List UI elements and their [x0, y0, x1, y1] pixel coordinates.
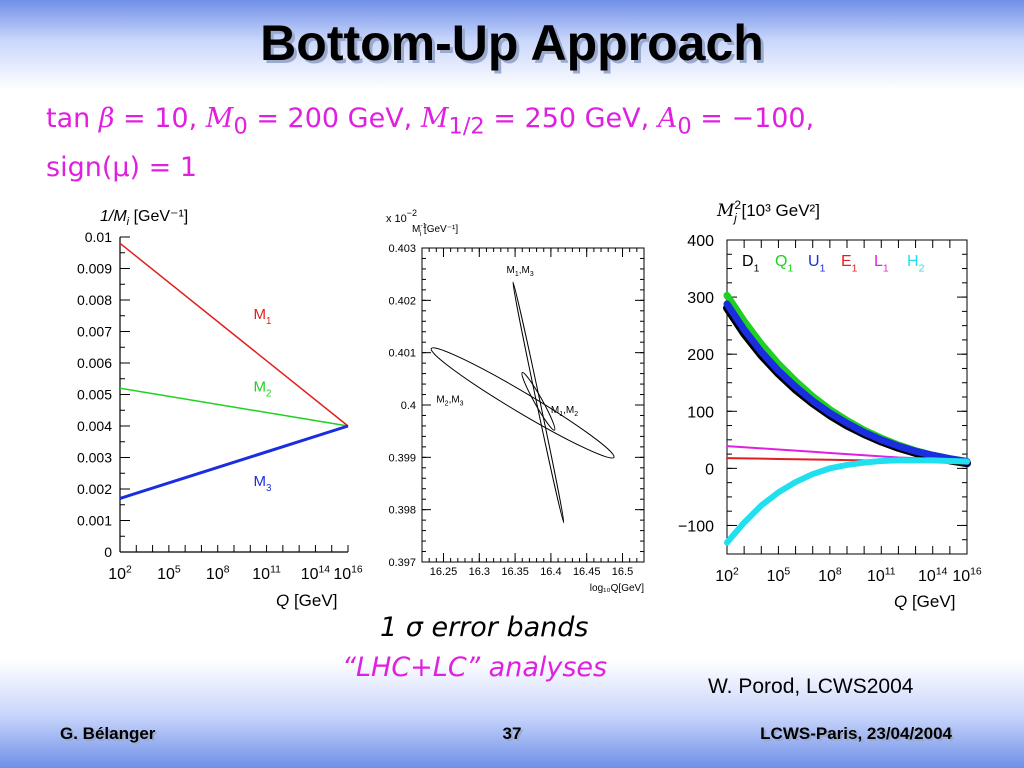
x-tick-label: 105: [767, 567, 791, 585]
footer-page-number: 37: [502, 724, 522, 743]
x-tick-label: 16.25: [430, 566, 458, 578]
legend-entry-U1: U1: [808, 253, 826, 275]
y-tick-label: −100: [678, 518, 714, 535]
footer-author: G. Bélanger: [60, 724, 156, 743]
ellipse-label-M2M3: M2,M3: [436, 394, 463, 407]
y-tick-label: 0.399: [388, 452, 416, 464]
y-tick-label: 0: [104, 544, 112, 560]
x-tick-label: 1016: [952, 567, 982, 585]
y-tick-label: 0.401: [388, 348, 416, 360]
y-tick-label: 0.403: [388, 243, 416, 255]
legend-entry-D1: D1: [742, 253, 760, 275]
y-axis-label: M2 j [10³ GeV²]: [716, 198, 820, 225]
y-tick-label: 100: [687, 404, 714, 421]
series-band-U1: [723, 300, 971, 466]
x-tick-label: 16.4: [540, 566, 561, 578]
x-tick-label: 105: [157, 565, 181, 583]
tanbeta-value: = 10,: [114, 103, 198, 134]
x-axis-label: Q [GeV]: [276, 591, 337, 610]
series-line-M1: [119, 242, 349, 427]
x-axis-label: Q [GeV]: [894, 592, 955, 611]
series-band-D1: [723, 303, 971, 468]
x-axis-label: log₁₀Q[GeV]: [590, 583, 644, 594]
footer-event-date: LCWS-Paris, 23/04/2004: [760, 724, 952, 743]
legend-entry-L1: L1: [874, 253, 889, 275]
x-tick-label: 1011: [867, 567, 896, 585]
series-band-H2: [724, 457, 970, 546]
x-tick-label: 16.5: [612, 566, 633, 578]
x-tick-label: 1016: [333, 565, 363, 583]
legend-entry-Q1: Q1: [775, 253, 793, 275]
y-tick-label: 0.001: [77, 513, 112, 529]
y-tick-label: 0.008: [77, 292, 112, 308]
y-tick-label: 0.002: [77, 481, 112, 497]
mhalf-symbol: M: [420, 103, 449, 134]
ellipse-label-M1M2: M1,M2: [551, 405, 578, 418]
x-tick-label: 1011: [252, 565, 281, 583]
y-tick-label: 0.003: [77, 450, 112, 466]
error-ellipse-chart: 0.403 0.402 0.401 0.4 0.399 0.398 0.397 16.25 16…: [386, 208, 645, 594]
y-axis-label: 1/Mi [GeV⁻¹]: [100, 208, 188, 228]
a0-symbol: A: [657, 103, 678, 134]
y-tick-label: 0: [705, 461, 714, 478]
beta-symbol: β: [98, 103, 115, 134]
m0-subscript: 0: [233, 113, 248, 140]
ellipse-M1M3: [512, 281, 565, 524]
y-tick-label: 0.398: [388, 505, 416, 517]
x-tick-label: 16.35: [501, 566, 529, 578]
y-axis-label: M-1 i [GeV⁻¹]: [412, 223, 458, 238]
y-multiplier: x 10−2: [386, 208, 417, 225]
x-tick-label: 102: [715, 567, 739, 585]
series-label-M3: M3: [254, 473, 272, 494]
ellipse-label-M1M3: M1,M3: [507, 265, 534, 278]
a0-subscript: 0: [677, 113, 692, 140]
tan-text: tan: [46, 103, 91, 134]
m0-symbol: M: [205, 103, 234, 134]
y-tick-label: 400: [687, 233, 714, 250]
legend-entry-E1: E1: [841, 253, 858, 275]
x-tick-label: 16.3: [469, 566, 490, 578]
y-tick-label: 0.006: [77, 355, 112, 371]
parameter-text: tan β = 10, M0 = 200 GeV, M1/2 = 250 GeV…: [46, 98, 814, 189]
x-tick-label: 108: [206, 565, 230, 583]
series-line-M3: [119, 424, 349, 500]
x-tick-label: 108: [818, 567, 842, 585]
ellipse-M2M3: [430, 347, 615, 459]
y-tick-label: 0.007: [77, 324, 112, 340]
mhalf-subscript: 1/2: [448, 113, 485, 140]
y-tick-label: 300: [687, 290, 714, 307]
series-band-Q1: [723, 291, 971, 466]
a0-value: = −100,: [691, 103, 815, 134]
scalar-mass-squared-chart: 400 300 200 100 0 −100 102 105 108 1011 1014 1016 D1…: [678, 198, 982, 611]
y-tick-label: 0.402: [388, 295, 416, 307]
y-tick-label: 0.4: [401, 400, 416, 412]
legend-entry-H2: H2: [907, 253, 925, 275]
series-label-M1: M1: [254, 306, 272, 327]
caption-error-bands: 1 σ error bands: [380, 612, 589, 643]
x-tick-label: 1014: [918, 567, 948, 585]
parameter-line-1: tan β = 10, M0 = 200 GeV, M1/2 = 250 GeV…: [46, 98, 814, 147]
x-tick-label: 102: [108, 565, 132, 583]
x-tick-label: 1014: [301, 565, 331, 583]
credit-text: W. Porod, LCWS2004: [708, 675, 914, 698]
series-line-M2: [119, 387, 349, 427]
caption-analyses: “LHC+LC” analyses: [342, 652, 608, 683]
y-tick-label: 0.005: [77, 387, 112, 403]
slide-title: Bottom-Up Approach: [260, 15, 764, 71]
ellipse-M1M2: [521, 371, 556, 431]
mhalf-value: = 250 GeV,: [484, 103, 650, 134]
gaugino-inverse-mass-chart: 0.01 0.009 0.008 0.007 0.006 0.005 0.004 0.003 0…: [77, 208, 363, 610]
y-tick-label: 0.009: [77, 261, 112, 277]
series-label-M2: M2: [254, 378, 272, 399]
parameter-line-2: sign(μ) = 1: [46, 152, 198, 184]
y-tick-label: 0.397: [388, 557, 416, 569]
y-tick-label: 0.004: [77, 418, 112, 434]
m0-value: = 200 GeV,: [247, 103, 413, 134]
x-tick-label: 16.45: [573, 566, 601, 578]
y-tick-label: 0.01: [85, 229, 112, 245]
y-tick-label: 200: [687, 347, 714, 364]
